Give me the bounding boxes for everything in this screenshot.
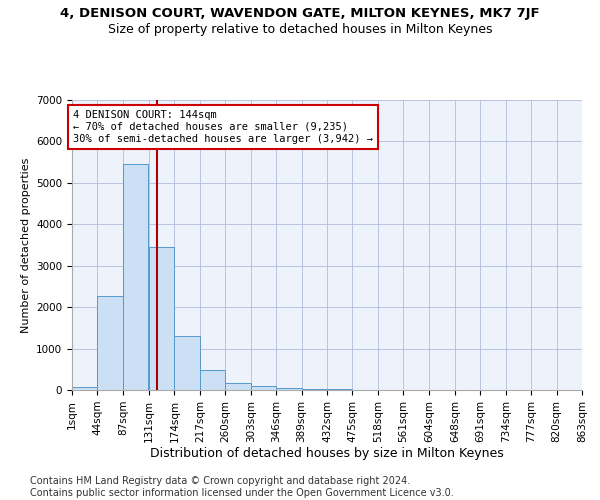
Text: 4, DENISON COURT, WAVENDON GATE, MILTON KEYNES, MK7 7JF: 4, DENISON COURT, WAVENDON GATE, MILTON … [60, 8, 540, 20]
Y-axis label: Number of detached properties: Number of detached properties [20, 158, 31, 332]
Text: Contains HM Land Registry data © Crown copyright and database right 2024.
Contai: Contains HM Land Registry data © Crown c… [30, 476, 454, 498]
X-axis label: Distribution of detached houses by size in Milton Keynes: Distribution of detached houses by size … [150, 448, 504, 460]
Bar [251, 386, 276, 390]
Text: 4 DENISON COURT: 144sqm
← 70% of detached houses are smaller (9,235)
30% of semi: 4 DENISON COURT: 144sqm ← 70% of detache… [73, 110, 373, 144]
Text: Size of property relative to detached houses in Milton Keynes: Size of property relative to detached ho… [108, 22, 492, 36]
Bar [72, 386, 97, 390]
Bar [123, 164, 148, 390]
Bar [175, 336, 200, 390]
Bar [97, 296, 123, 390]
Bar [225, 382, 251, 390]
Bar [149, 247, 175, 390]
Bar [276, 388, 302, 390]
Bar [302, 389, 327, 390]
Bar [200, 370, 225, 390]
